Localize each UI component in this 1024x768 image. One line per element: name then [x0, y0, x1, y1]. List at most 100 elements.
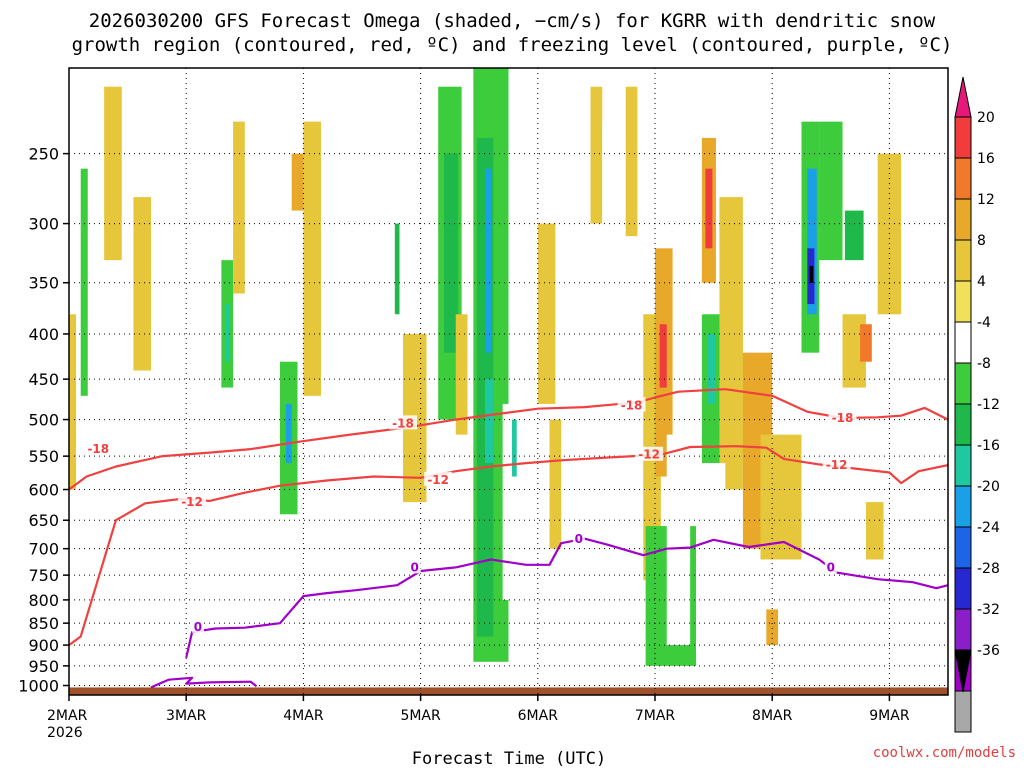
omega-patch-21	[455, 314, 468, 435]
y-tick-label-700: 700	[28, 540, 59, 559]
contour-label-bg-0-2	[572, 531, 585, 546]
omega-patch-27	[502, 403, 521, 600]
y-tick-label-800: 800	[28, 591, 59, 610]
x-tick-label-0: 2MAR	[47, 708, 88, 724]
contour-label--12-0: -12	[181, 495, 203, 509]
x-tick-label-7: 9MAR	[869, 708, 910, 724]
contour-label-bg-0-0	[191, 618, 204, 633]
y-tick-label-900: 900	[28, 636, 59, 655]
y-tick-label-500: 500	[28, 411, 59, 430]
colorbar-label-5: -4	[977, 315, 991, 331]
colorbar-bin-1	[954, 116, 972, 159]
omega-patch-45	[701, 548, 726, 646]
colorbar-bin-12	[954, 567, 972, 610]
contour-label--18-0: -18	[87, 442, 109, 456]
colorbar-label-1: 16	[977, 151, 995, 167]
omega-patch-39	[672, 68, 691, 249]
x-tick-label-2: 4MAR	[283, 708, 324, 724]
colorbar-bin-13	[954, 608, 972, 651]
ground-band	[69, 687, 948, 695]
omega-patch-44	[707, 333, 716, 404]
omega-patch-15	[344, 86, 368, 380]
omega-patch-5	[145, 463, 157, 615]
omega-patch-36	[659, 324, 667, 388]
colorbar-label-7: -12	[977, 397, 1000, 413]
contour-label--18-1: -18	[392, 416, 414, 430]
omega-shading	[69, 68, 943, 666]
omega-patch-11	[285, 403, 292, 464]
omega-patch-63	[924, 352, 943, 435]
omega-patch-58	[844, 210, 864, 261]
omega-patch-51	[766, 609, 779, 646]
x-tick-label-5: 7MAR	[635, 708, 676, 724]
colorbar-bin-5	[954, 280, 972, 323]
omega-patch-49	[751, 434, 763, 477]
omega-patch-57	[819, 121, 843, 261]
contour-label-bg--18-2	[617, 397, 646, 412]
colorbar-bin-3	[954, 198, 972, 241]
contour-0	[185, 537, 948, 658]
chart-title-line2: growth region (contoured, red, ºC) and f…	[72, 34, 953, 56]
contour-label-0-2: 0	[575, 532, 583, 546]
chart-title-line1: 2026030200 GFS Forecast Omega (shaded, −…	[89, 10, 936, 32]
colorbar-label-3: 8	[977, 233, 986, 249]
omega-patch-13	[303, 121, 321, 396]
contour-label-bg-0-1	[408, 559, 421, 574]
omega-patch-12	[291, 153, 304, 211]
contour-label-bg--12-1	[424, 471, 453, 486]
colorbar-bin-6	[954, 321, 972, 364]
omega-patch-50	[760, 434, 802, 560]
x-tick-label-4: 6MAR	[518, 708, 559, 724]
contour-label-0-3: 0	[827, 560, 835, 574]
contour-label-bg--12-2	[635, 446, 664, 461]
y-tick-label-400: 400	[28, 325, 59, 344]
contour-label--18-2: -18	[621, 399, 643, 413]
omega-patch-32	[602, 121, 614, 404]
x-tick-label-3: 5MAR	[400, 708, 441, 724]
colorbar-bin-2	[954, 157, 972, 200]
omega-patch-64	[865, 502, 884, 560]
omega-patch-9	[233, 121, 245, 294]
omega-patch-54	[807, 168, 817, 315]
colorbar-label-12: -32	[977, 602, 1000, 618]
colorbar-label-9: -20	[977, 479, 1000, 495]
colorbar-label-13: -36	[977, 643, 1000, 659]
omega-patch-20	[444, 153, 459, 353]
contour-label-0-0: 0	[194, 620, 202, 634]
contour-0b	[150, 676, 258, 689]
y-tick-label-850: 850	[28, 614, 59, 633]
y-tick-label-250: 250	[28, 145, 59, 164]
x-tick-label-6: 8MAR	[752, 708, 793, 724]
omega-patch-30	[549, 419, 562, 549]
colorbar-top-arrow	[954, 76, 972, 118]
colorbar-bin-9	[954, 444, 972, 487]
omega-patch-2	[69, 314, 77, 490]
omega-patch-17	[394, 223, 400, 315]
omega-patch-29	[537, 223, 556, 404]
y-tick-label-950: 950	[28, 657, 59, 676]
x-tick-label-1: 3MAR	[166, 708, 207, 724]
plot-frame	[68, 67, 949, 696]
colorbar-bottom-arrow	[954, 649, 972, 693]
colorbar-label-10: -24	[977, 520, 1000, 536]
omega-patch-65	[901, 514, 913, 581]
contour-lines: -18 -18 -18 -18 -12 -12 -12 -12 0 0 0 0	[69, 388, 948, 689]
y-tick-label-300: 300	[28, 215, 59, 234]
colorbar-label-0: 20	[977, 110, 995, 126]
omega-patch-52	[783, 153, 802, 353]
colorbar-bin-8	[954, 403, 972, 446]
contour-label-bg--12-3	[822, 457, 851, 472]
y-tick-label-350: 350	[28, 274, 59, 293]
contour-label-0-1: 0	[411, 560, 419, 574]
y-tick-label-1000: 1000	[18, 677, 59, 696]
omega-patch-26	[485, 379, 494, 464]
colorbar-label-6: -8	[977, 356, 991, 372]
contour-label-bg--18-0	[84, 441, 113, 456]
colorbar-label-2: 12	[977, 192, 995, 208]
omega-patch-14	[326, 197, 339, 315]
omega-patch-56	[809, 265, 814, 283]
colorbar-bin-7	[954, 362, 972, 405]
contour-label-bg--12-0	[178, 494, 207, 509]
y-tick-label-450: 450	[28, 370, 59, 389]
